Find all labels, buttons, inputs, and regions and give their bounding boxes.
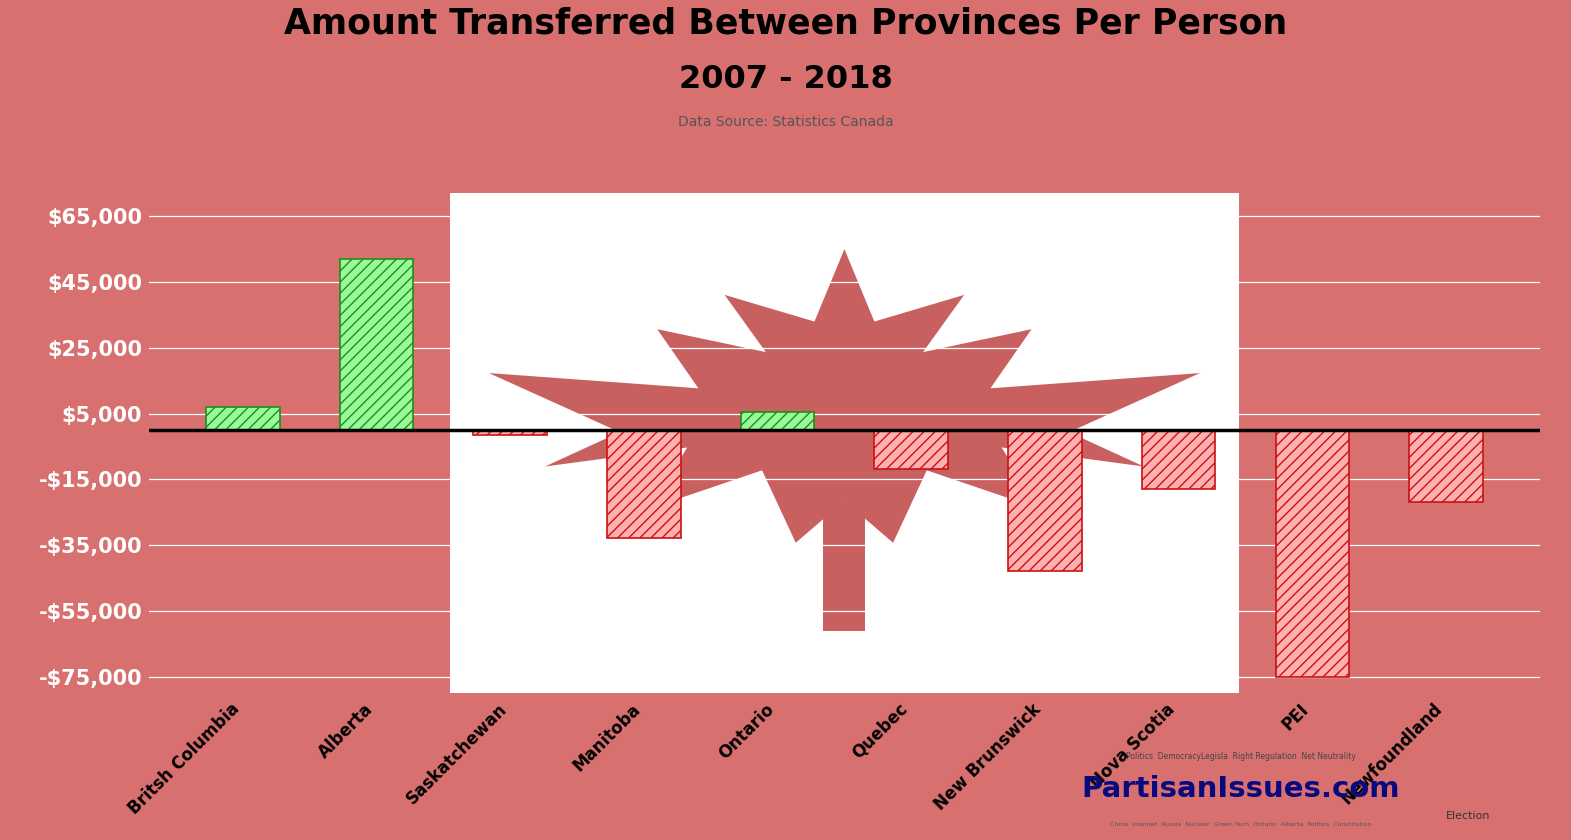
Bar bbox=[742, 412, 814, 430]
Bar bbox=[1142, 430, 1216, 489]
Bar bbox=[1009, 430, 1082, 571]
Text: Amount Transferred Between Provinces Per Person: Amount Transferred Between Provinces Per… bbox=[284, 7, 1287, 40]
Polygon shape bbox=[823, 501, 866, 631]
Text: Politics  DemocracyLegisla  Right Regulation  Net Neutrality: Politics DemocracyLegisla Right Regulati… bbox=[1126, 752, 1356, 761]
Text: Election: Election bbox=[1445, 811, 1491, 822]
Bar bbox=[449, 193, 1240, 693]
Bar bbox=[606, 430, 680, 538]
Text: PartisanIssues.com: PartisanIssues.com bbox=[1082, 775, 1400, 803]
Bar bbox=[875, 430, 947, 470]
Text: Data Source: Statistics Canada: Data Source: Statistics Canada bbox=[677, 115, 894, 129]
Bar bbox=[1276, 430, 1349, 676]
Bar bbox=[473, 430, 547, 435]
Bar bbox=[1409, 430, 1483, 502]
Bar bbox=[206, 407, 280, 430]
Polygon shape bbox=[489, 249, 1200, 543]
Text: China  Internet  Russia  Nuclear  Green Tech  Ontario  Alberta  Politics  Consti: China Internet Russia Nuclear Green Tech… bbox=[1111, 822, 1371, 827]
Bar bbox=[339, 259, 413, 430]
Text: 2007 - 2018: 2007 - 2018 bbox=[679, 64, 892, 95]
